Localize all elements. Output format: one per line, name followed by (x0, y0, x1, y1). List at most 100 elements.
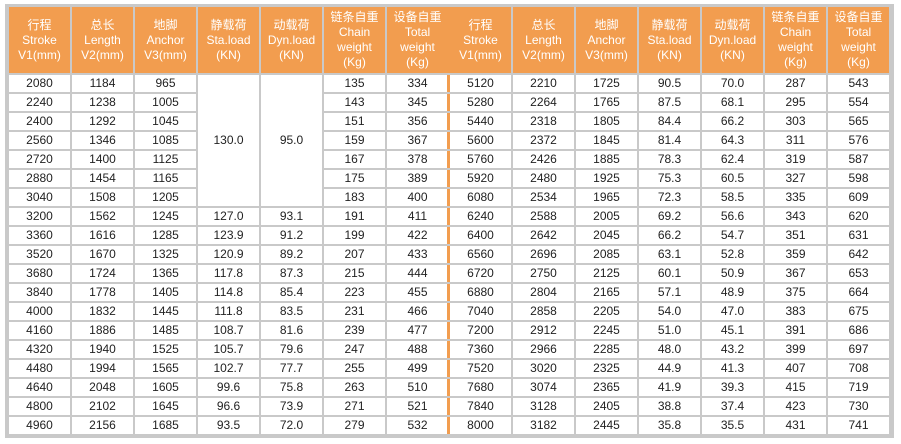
cell-anchor: 1845 (576, 132, 637, 149)
cell-dyn-load: 50.9 (702, 265, 763, 282)
header-line: V2(mm) (81, 47, 124, 62)
header-line: 静载荷 (651, 17, 688, 32)
cell-stroke: 4640 (9, 379, 70, 396)
cell-stroke: 8000 (450, 417, 511, 434)
cell-total-weight: 356 (387, 113, 448, 130)
header-line: Total (404, 25, 431, 39)
cell-total-weight: 521 (387, 398, 448, 415)
header-line: V3(mm) (585, 47, 628, 62)
cell-length: 2318 (513, 113, 574, 130)
cell-stroke: 2880 (9, 170, 70, 187)
cell-chain-weight: 407 (765, 360, 826, 377)
header-line: 静载荷 (210, 17, 247, 32)
cell-sta-load-merged: 130.0 (198, 75, 259, 206)
table-row: 4960 2156 1685 93.5 72.0 279 532 8000 3182 2445 35… (9, 417, 889, 434)
cell-length: 3074 (513, 379, 574, 396)
cell-total-weight: 653 (828, 265, 889, 282)
cell-total-weight: 345 (387, 94, 448, 111)
table-row: 3040 1508 1205 183 400 6080 2534 1965 72.3 58.5 33… (9, 189, 889, 206)
cell-anchor: 2085 (576, 246, 637, 263)
cell-stroke: 6560 (450, 246, 511, 263)
cell-sta-load: 99.6 (198, 379, 259, 396)
cell-dyn-load: 68.1 (702, 94, 763, 111)
header-line: Length (525, 32, 562, 47)
header-anchor: 地脚 Anchor V3(mm) (135, 7, 196, 73)
table-row: 4160 1886 1485 108.7 81.6 239 477 7200 2912 2245 5… (9, 322, 889, 339)
cell-dyn-load: 58.5 (702, 189, 763, 206)
cell-chain-weight: 255 (324, 360, 385, 377)
cell-anchor: 1765 (576, 94, 637, 111)
cell-total-weight: 389 (387, 170, 448, 187)
cell-anchor: 1605 (135, 379, 196, 396)
cell-dyn-load: 79.6 (261, 341, 322, 358)
cell-stroke: 4800 (9, 398, 70, 415)
cell-chain-weight: 319 (765, 151, 826, 168)
header-line: Sta.load (647, 32, 692, 47)
header-length: 总长 Length V2(mm) (513, 7, 574, 73)
cell-anchor: 2365 (576, 379, 637, 396)
cell-length: 1238 (72, 94, 133, 111)
cell-dyn-load: 56.6 (702, 208, 763, 225)
cell-total-weight: 686 (828, 322, 889, 339)
cell-sta-load: 87.5 (639, 94, 700, 111)
cell-stroke: 2080 (9, 75, 70, 92)
cell-anchor: 1525 (135, 341, 196, 358)
cell-sta-load: 54.0 (639, 303, 700, 320)
cell-sta-load: 57.1 (639, 284, 700, 301)
cell-anchor: 1245 (135, 208, 196, 225)
cell-stroke: 5280 (450, 94, 511, 111)
cell-chain-weight: 239 (324, 322, 385, 339)
cell-sta-load: 72.3 (639, 189, 700, 206)
header-stroke: 行程 Stroke V1(mm) (450, 7, 511, 73)
table-row: 2720 1400 1125 167 378 5760 2426 1885 78.3 62.4 31… (9, 151, 889, 168)
cell-chain-weight: 351 (765, 227, 826, 244)
cell-anchor: 1405 (135, 284, 196, 301)
cell-chain-weight: 183 (324, 189, 385, 206)
cell-sta-load: 105.7 (198, 341, 259, 358)
cell-length: 1778 (72, 284, 133, 301)
cell-anchor: 1965 (576, 189, 637, 206)
cell-total-weight: 499 (387, 360, 448, 377)
cell-chain-weight: 191 (324, 208, 385, 225)
cell-sta-load: 120.9 (198, 246, 259, 263)
cell-dyn-load: 54.7 (702, 227, 763, 244)
cell-total-weight: 367 (387, 132, 448, 149)
header-line: V3(mm) (144, 47, 187, 62)
cell-chain-weight: 199 (324, 227, 385, 244)
cell-anchor: 2205 (576, 303, 637, 320)
table-row: 4480 1994 1565 102.7 77.7 255 499 7520 3020 2325 4… (9, 360, 889, 377)
cell-anchor: 1125 (135, 151, 196, 168)
cell-total-weight: 543 (828, 75, 889, 92)
cell-chain-weight: 431 (765, 417, 826, 434)
cell-stroke: 6880 (450, 284, 511, 301)
header-anchor: 地脚 Anchor V3(mm) (576, 7, 637, 73)
cell-sta-load: 117.8 (198, 265, 259, 282)
cell-total-weight: 620 (828, 208, 889, 225)
cell-total-weight: 730 (828, 398, 889, 415)
header-line: Stroke (463, 32, 498, 47)
cell-total-weight: 422 (387, 227, 448, 244)
cell-anchor: 1645 (135, 398, 196, 415)
cell-stroke: 3200 (9, 208, 70, 225)
cell-total-weight: 719 (828, 379, 889, 396)
header-total-weight: 设备自重 Total weight (Kg) (387, 7, 448, 73)
cell-chain-weight: 263 (324, 379, 385, 396)
cell-stroke: 7520 (450, 360, 511, 377)
table-row: 2400 1292 1045 151 356 5440 2318 1805 84.4 66.2 30… (9, 113, 889, 130)
cell-length: 2480 (513, 170, 574, 187)
cell-stroke: 7040 (450, 303, 511, 320)
cell-dyn-load: 48.9 (702, 284, 763, 301)
cell-dyn-load: 39.3 (702, 379, 763, 396)
cell-anchor: 1005 (135, 94, 196, 111)
cell-stroke: 4960 (9, 417, 70, 434)
header-line: Dyn.load (267, 32, 316, 47)
cell-anchor: 2325 (576, 360, 637, 377)
cell-chain-weight: 327 (765, 170, 826, 187)
cell-length: 1832 (72, 303, 133, 320)
table-row: 3360 1616 1285 123.9 91.2 199 422 6400 2642 2045 6… (9, 227, 889, 244)
cell-chain-weight: 159 (324, 132, 385, 149)
cell-sta-load: 114.8 (198, 284, 259, 301)
header-line: weight (778, 40, 813, 54)
cell-total-weight: 411 (387, 208, 448, 225)
cell-stroke: 2400 (9, 113, 70, 130)
